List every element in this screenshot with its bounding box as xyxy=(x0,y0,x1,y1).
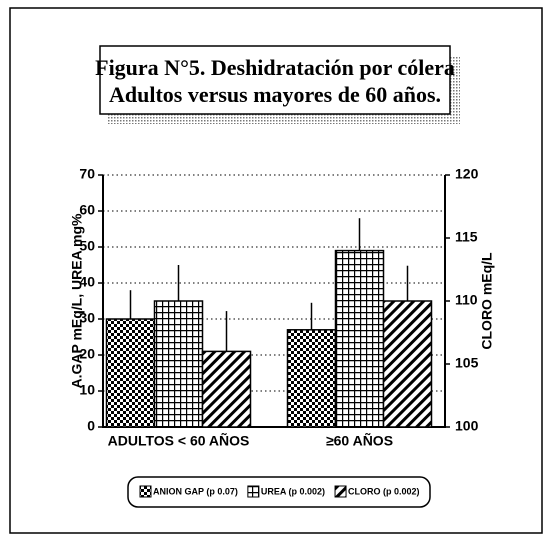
bar xyxy=(105,318,156,428)
bar xyxy=(334,249,385,428)
legend-label: UREA (p 0.002) xyxy=(261,486,325,496)
y-tick-label: 70 xyxy=(79,166,95,182)
bar xyxy=(286,329,337,428)
legend xyxy=(127,476,431,508)
y-tick-label: 50 xyxy=(79,238,95,254)
legend-swatch xyxy=(247,485,260,498)
y-axis-label: A.GAP mEq/L, UREA mg% xyxy=(69,213,85,389)
bar xyxy=(201,350,252,428)
bar xyxy=(382,300,433,428)
title-box xyxy=(99,45,451,115)
bar xyxy=(153,300,204,428)
y2-tick-label: 120 xyxy=(455,166,479,182)
y2-axis-label: CLORO mEq/L xyxy=(479,252,495,350)
frame xyxy=(9,7,543,534)
legend-label: CLORO (p 0.002) xyxy=(348,486,420,496)
legend-label: ANION GAP (p 0.07) xyxy=(153,486,238,496)
y2-tick-label: 110 xyxy=(455,292,478,308)
axes xyxy=(102,175,446,428)
y-tick-label: 0 xyxy=(87,418,95,434)
y-tick-label: 30 xyxy=(79,310,95,326)
y-tick-label: 60 xyxy=(79,202,95,218)
y2-tick-label: 100 xyxy=(455,418,479,434)
x-tick-label: ≥60 AÑOS xyxy=(326,432,393,449)
legend-swatch xyxy=(139,485,152,498)
y2-tick-label: 115 xyxy=(455,229,478,245)
y-tick-label: 20 xyxy=(79,346,95,362)
legend-swatch xyxy=(334,485,347,498)
x-tick-label: ADULTOS < 60 AÑOS xyxy=(108,432,250,449)
chart-title: Figura N°5. Deshidratación por cólera xyxy=(95,55,455,80)
y2-tick-label: 105 xyxy=(455,355,479,371)
y-tick-label: 10 xyxy=(79,382,95,398)
chart-title: Adultos versus mayores de 60 años. xyxy=(109,82,441,107)
y-tick-label: 40 xyxy=(79,274,95,290)
